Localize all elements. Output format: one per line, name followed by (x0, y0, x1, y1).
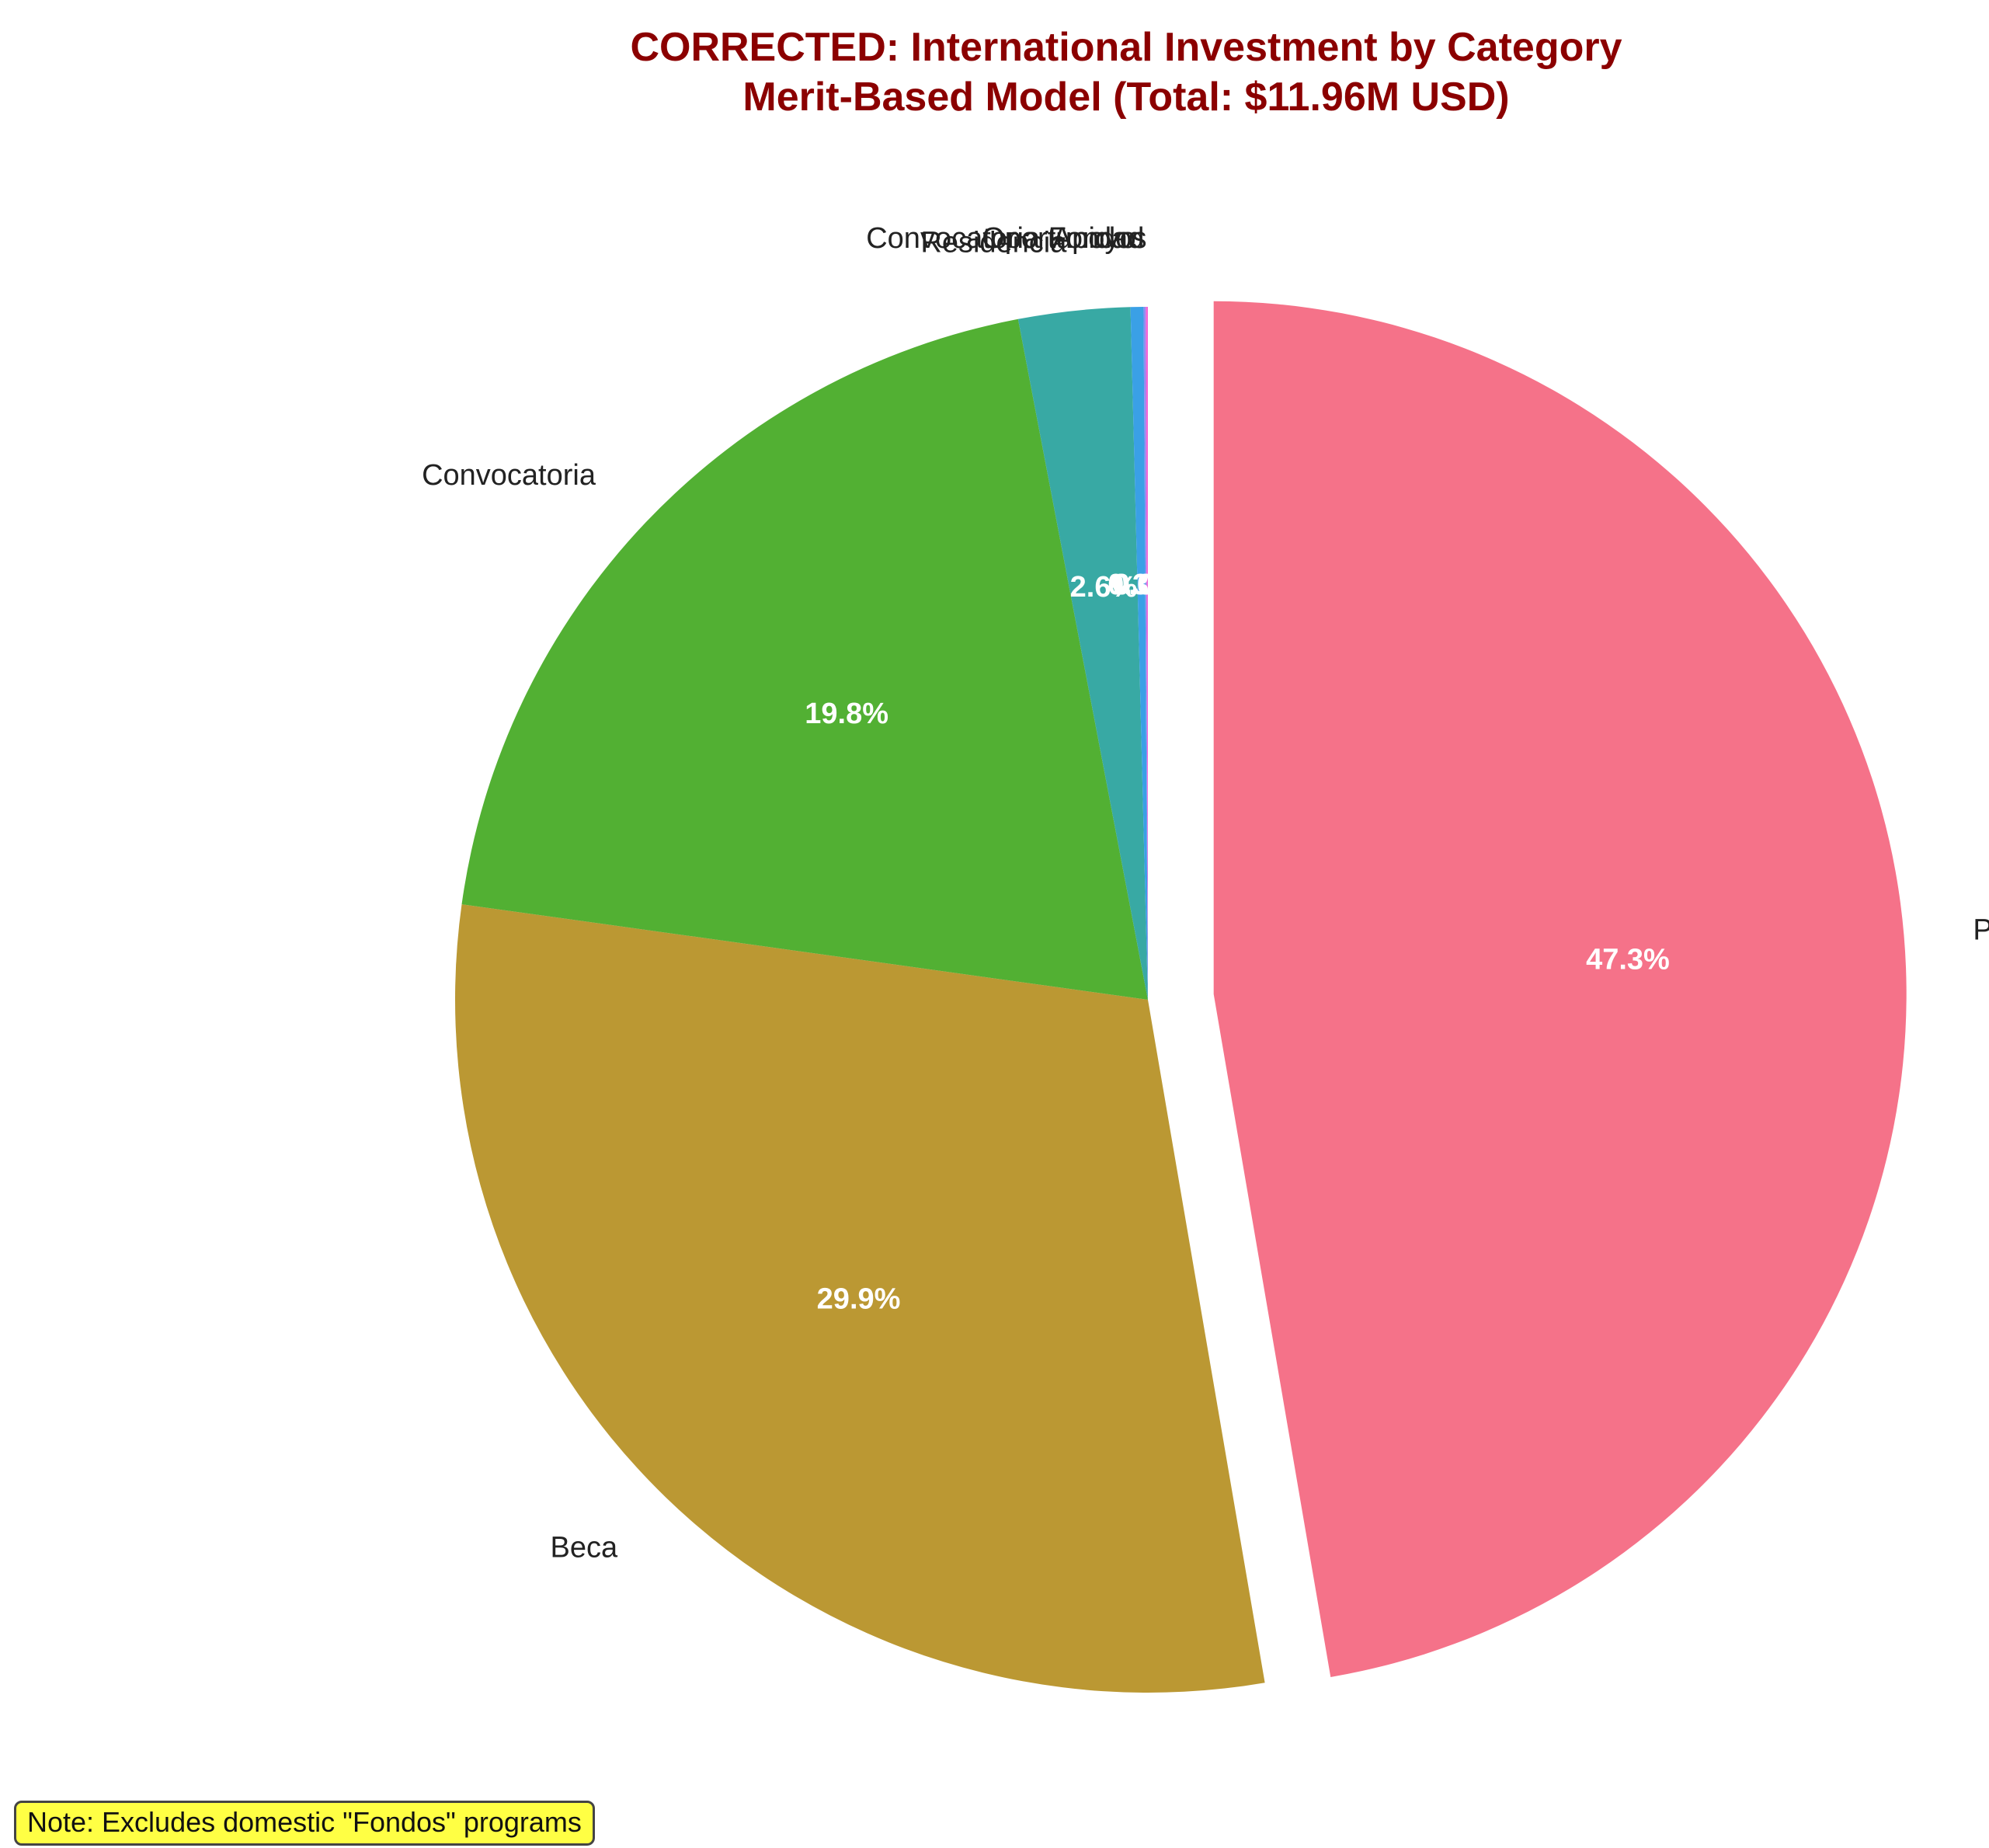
slice-label-beca: Beca (551, 1532, 618, 1564)
pie-slice-apoyo (1130, 307, 1148, 1001)
pie-slice-convocatoria (461, 318, 1148, 1000)
slice-label-convocatoria: Convocatoria (422, 459, 596, 492)
slice-percent-residencia: 2.6% (1070, 571, 1138, 604)
pie-slices (454, 301, 1907, 1693)
slice-label-apoyo: Apoyo (1052, 222, 1136, 255)
pie-slice-beca (454, 904, 1265, 1693)
slice-percent-apoyo: 0.3% (1108, 569, 1175, 601)
pie-slice-oportunidad (1143, 307, 1148, 1000)
pie-labels: Premio 47.3% Beca 29.9% Convocatoria 19.8% Res… (422, 222, 1989, 1564)
slice-percent-convocatoria-fondos: 0.0% (1114, 569, 1181, 601)
chart-title: CORRECTED: International Investment by C… (630, 25, 1622, 70)
pie-slice-premio (1213, 301, 1907, 1677)
pie-slice-convocatoria-fondos (1146, 307, 1148, 1000)
slice-percent-convocatoria: 19.8% (805, 698, 888, 730)
pie-slice-residencia (1017, 307, 1148, 1000)
note-box: Note: Excludes domestic "Fondos" program… (14, 1801, 595, 1846)
slice-percent-premio: 47.3% (1586, 943, 1670, 976)
slice-label-oportunidad: Oportunidad (982, 222, 1144, 255)
slice-label-premio: Premio (1973, 914, 1989, 947)
slice-label-convocatoria-fondos: Convocatoria Fondos (866, 222, 1146, 255)
slice-label-residencia: Residencia (920, 226, 1067, 259)
slice-percent-beca: 29.9% (817, 1282, 901, 1315)
slice-percent-oportunidad: 0.0% (1112, 569, 1180, 601)
chart-subtitle: Merit-Based Model (Total: $11.96M USD) (742, 75, 1509, 120)
